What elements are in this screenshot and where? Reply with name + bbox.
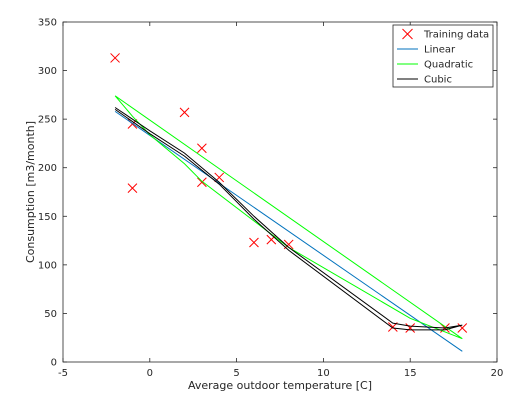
y-tick-label: 0 <box>51 358 57 369</box>
x-marker-stroke <box>179 107 190 118</box>
x-tick-label: 15 <box>404 368 417 379</box>
quadratic-line <box>114 95 463 340</box>
legend-box <box>392 24 494 88</box>
x-tick-label: 0 <box>147 368 153 379</box>
training-data-point <box>457 323 468 333</box>
legend: Training data Linear Quadratic Cubic <box>392 24 494 88</box>
y-tick-label: 100 <box>38 260 57 271</box>
training-data-point <box>249 237 259 248</box>
y-tick-label: 300 <box>38 66 57 77</box>
x-tick-label: -5 <box>58 368 68 379</box>
legend-label-training-data: Training data <box>423 30 489 41</box>
training-data-point <box>127 183 138 193</box>
x-tick-label: 10 <box>317 368 330 379</box>
x-marker-stroke <box>405 323 416 333</box>
x-marker-stroke <box>457 323 468 333</box>
y-tick-label: 200 <box>38 163 57 174</box>
x-tick-label: 20 <box>491 368 504 379</box>
series-layer <box>110 53 468 352</box>
x-axis-label: Average outdoor temperature [C] <box>188 379 372 392</box>
y-axis-label: Consumption [m3/month] <box>24 121 37 263</box>
linear-line <box>114 110 463 352</box>
x-marker-stroke <box>197 177 207 188</box>
training-data-point <box>179 107 190 118</box>
cubic-line <box>114 107 463 331</box>
training-data-point <box>405 323 416 333</box>
x-tick-label: 5 <box>233 368 239 379</box>
x-marker-stroke <box>249 237 259 248</box>
legend-label-cubic: Cubic <box>424 75 452 86</box>
training-data-point <box>197 143 207 154</box>
legend-label-linear: Linear <box>424 45 456 56</box>
y-tick-label: 250 <box>38 115 57 126</box>
x-marker-stroke <box>197 143 207 154</box>
plot-frame <box>62 21 498 363</box>
legend-label-quadratic: Quadratic <box>424 60 473 71</box>
training-data-point <box>110 53 120 63</box>
x-marker-stroke <box>127 183 138 193</box>
training-data-point <box>197 177 207 188</box>
legend-swatch-training-data <box>402 28 413 40</box>
x-marker-stroke <box>402 28 413 40</box>
y-tick-label: 50 <box>44 309 57 320</box>
x-marker-stroke <box>110 53 120 63</box>
y-tick-label: 150 <box>38 212 57 223</box>
y-tick-label: 350 <box>38 18 57 29</box>
